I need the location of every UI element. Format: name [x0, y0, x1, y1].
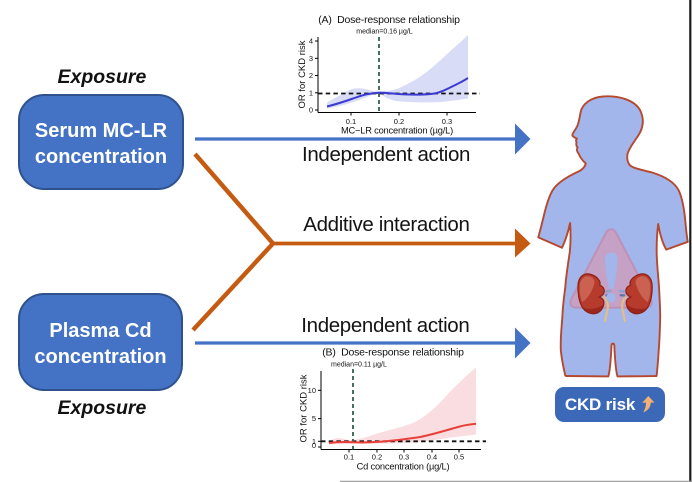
svg-text:median=0.16 µg/L: median=0.16 µg/L — [356, 29, 412, 36]
svg-text:0: 0 — [309, 106, 313, 115]
svg-text:0.2: 0.2 — [394, 117, 404, 126]
svg-text:0.2: 0.2 — [372, 452, 382, 461]
svg-text:MC−LR concentration (µg/L): MC−LR concentration (µg/L) — [341, 126, 453, 136]
svg-text:10: 10 — [308, 386, 316, 395]
svg-text:(A) Dose-response relationshi: (A) Dose-response relationship — [318, 14, 460, 26]
svg-text:0.1: 0.1 — [344, 452, 354, 461]
svg-text:(B) Dose-response relationshi: (B) Dose-response relationship — [322, 347, 464, 359]
svg-text:0.3: 0.3 — [442, 117, 452, 126]
svg-text:4: 4 — [309, 37, 313, 46]
svg-text:3: 3 — [309, 54, 313, 63]
svg-text:0.4: 0.4 — [427, 452, 437, 461]
svg-text:2: 2 — [309, 71, 313, 80]
svg-text:0.3: 0.3 — [399, 452, 409, 461]
svg-text:0.5: 0.5 — [454, 452, 464, 461]
svg-text:Cd concentration (µg/L): Cd concentration (µg/L) — [357, 462, 450, 472]
svg-text:OR for CKD risk: OR for CKD risk — [297, 40, 308, 108]
svg-text:0: 0 — [312, 441, 316, 450]
svg-text:OR for CKD risk: OR for CKD risk — [299, 374, 310, 442]
svg-text:1: 1 — [312, 437, 316, 446]
svg-text:0.1: 0.1 — [346, 117, 356, 126]
svg-text:5: 5 — [312, 414, 316, 423]
svg-text:1: 1 — [309, 88, 313, 97]
svg-text:median=0.11 µg/L: median=0.11 µg/L — [331, 362, 387, 369]
